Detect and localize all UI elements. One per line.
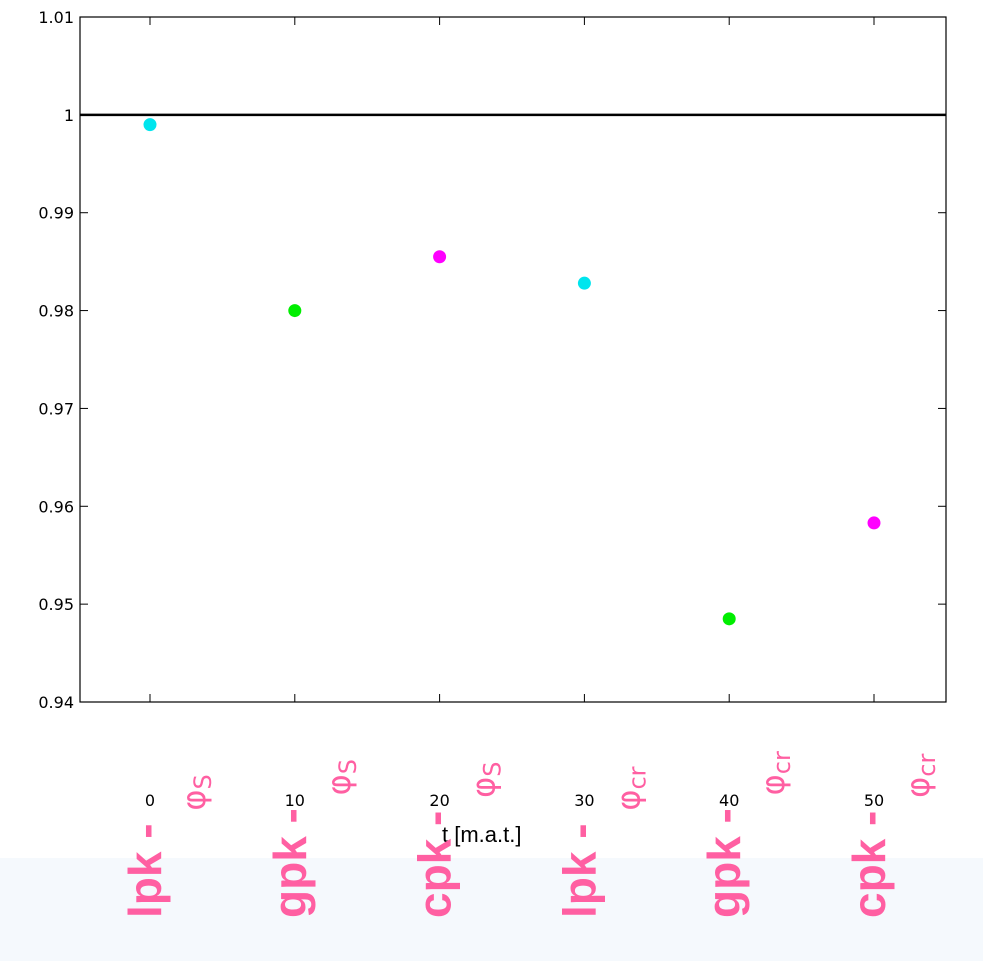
data-point xyxy=(722,612,736,626)
category-label-text: cpk - φcr xyxy=(843,754,941,918)
category-label: lpk - φcr xyxy=(553,766,651,918)
category-label-text: gpk - φS xyxy=(264,759,362,918)
y-tick-label: 0.96 xyxy=(38,497,74,516)
category-label-text: gpk - φcr xyxy=(698,751,796,918)
label-band xyxy=(0,858,983,961)
category-label-symbol: φ xyxy=(320,774,358,795)
x-tick-label: 10 xyxy=(285,791,305,810)
category-label-symbol: φ xyxy=(754,774,792,795)
category-label-text: lpk - φS xyxy=(119,774,217,918)
x-axis: 0 10 20 30 40 50 xyxy=(145,17,884,810)
category-label-main: cpk - xyxy=(843,798,895,918)
category-label-subscript: cr xyxy=(623,766,651,789)
data-point xyxy=(143,118,157,132)
category-label: gpk - φS xyxy=(264,759,362,918)
category-label-subscript: S xyxy=(334,759,362,774)
category-label-subscript: cr xyxy=(913,754,941,777)
plot-border xyxy=(79,16,947,703)
data-point xyxy=(288,304,302,318)
plot-frame xyxy=(79,16,947,703)
category-label: cpk - φcr xyxy=(843,754,941,918)
category-label-subscript: cr xyxy=(768,751,796,774)
y-axis: 0.94 0.95 0.96 0.97 0.98 0.99 1 1.01 xyxy=(38,8,946,712)
category-label-main: cpk - xyxy=(409,798,461,918)
data-point xyxy=(867,516,881,530)
category-label-symbol: φ xyxy=(609,790,647,811)
y-tick-label: 0.95 xyxy=(38,595,74,614)
category-label: gpk - φcr xyxy=(698,751,796,918)
category-label: cpk - φS xyxy=(409,762,507,919)
data-points xyxy=(143,118,881,626)
category-label-symbol: φ xyxy=(899,777,937,798)
x-axis-label: t [m.a.t.] xyxy=(442,822,521,847)
x-tick-label: 40 xyxy=(719,791,739,810)
category-label-main: lpk - xyxy=(553,811,605,918)
category-label-main: gpk - xyxy=(698,795,750,918)
category-label-subscript: S xyxy=(479,762,507,777)
x-tick-label: 20 xyxy=(429,791,449,810)
y-tick-label: 0.98 xyxy=(38,302,74,321)
y-tick-label: 0.97 xyxy=(38,399,74,418)
data-point xyxy=(433,250,447,264)
category-label-subscript: S xyxy=(189,774,217,789)
category-label-symbol: φ xyxy=(465,777,503,798)
category-label-main: lpk - xyxy=(119,811,171,918)
data-point xyxy=(577,276,591,290)
x-tick-label: 50 xyxy=(864,791,884,810)
category-label: lpk - φS xyxy=(119,774,217,918)
y-tick-label: 0.94 xyxy=(38,693,74,712)
y-tick-label: 0.99 xyxy=(38,204,74,223)
category-label-symbol: φ xyxy=(175,790,213,811)
x-tick-label: 0 xyxy=(145,791,155,810)
category-label-text: lpk - φcr xyxy=(553,766,651,918)
category-label-text: cpk - φS xyxy=(409,762,507,919)
y-tick-label: 1 xyxy=(64,106,74,125)
category-label-main: gpk - xyxy=(264,795,316,918)
x-tick-label: 30 xyxy=(574,791,594,810)
y-tick-label: 1.01 xyxy=(38,8,74,27)
